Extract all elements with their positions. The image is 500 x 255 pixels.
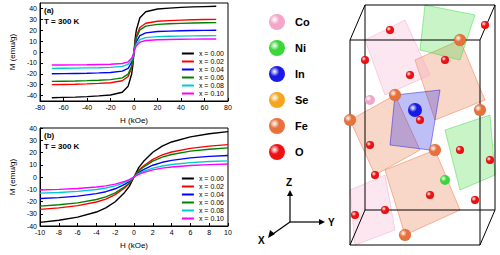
- svg-text:30: 30: [29, 137, 37, 144]
- svg-text:Co: Co: [295, 16, 310, 28]
- svg-text:x = 0.04: x = 0.04: [199, 66, 224, 73]
- svg-text:-40: -40: [27, 92, 37, 99]
- svg-text:0: 0: [33, 174, 37, 181]
- svg-text:6: 6: [188, 229, 192, 236]
- svg-text:-20: -20: [105, 104, 115, 111]
- svg-text:40: 40: [29, 125, 37, 132]
- svg-text:60: 60: [201, 104, 209, 111]
- svg-text:T = 300 K: T = 300 K: [44, 17, 80, 26]
- svg-text:40: 40: [29, 5, 37, 12]
- svg-text:-30: -30: [27, 210, 37, 217]
- svg-text:-30: -30: [27, 81, 37, 88]
- svg-text:-80: -80: [35, 104, 45, 111]
- svg-text:-60: -60: [58, 104, 68, 111]
- svg-text:-10: -10: [27, 186, 37, 193]
- svg-text:20: 20: [154, 104, 162, 111]
- svg-text:-6: -6: [74, 229, 80, 236]
- svg-text:-40: -40: [26, 222, 37, 230]
- svg-text:H (kOe): H (kOe): [120, 241, 148, 250]
- svg-text:Se: Se: [295, 94, 308, 106]
- svg-text:x = 0.00: x = 0.00: [199, 175, 224, 182]
- svg-text:10: 10: [224, 229, 232, 236]
- svg-text:x = 0.08: x = 0.08: [199, 207, 224, 214]
- svg-text:x = 0.02: x = 0.02: [199, 183, 224, 190]
- svg-text:-20: -20: [27, 198, 37, 205]
- svg-text:O: O: [295, 146, 304, 158]
- svg-text:0: 0: [132, 104, 136, 111]
- svg-text:-10: -10: [35, 229, 45, 236]
- svg-text:-8: -8: [56, 229, 62, 236]
- svg-text:-2: -2: [112, 229, 118, 236]
- svg-text:30: 30: [29, 16, 37, 23]
- svg-text:20: 20: [29, 149, 37, 156]
- svg-text:M (emu/g): M (emu/g): [8, 33, 17, 70]
- svg-text:0: 0: [33, 49, 37, 56]
- svg-text:-4: -4: [93, 229, 99, 236]
- svg-text:8: 8: [207, 229, 211, 236]
- svg-text:x = 0.10: x = 0.10: [199, 215, 224, 222]
- svg-text:-20: -20: [27, 70, 37, 77]
- svg-text:40: 40: [177, 104, 185, 111]
- svg-text:80: 80: [224, 104, 232, 111]
- svg-text:M (emu/g): M (emu/g): [8, 158, 17, 195]
- svg-text:2: 2: [151, 229, 155, 236]
- svg-text:Y: Y: [328, 217, 335, 228]
- svg-text:4: 4: [170, 229, 174, 236]
- svg-text:(a): (a): [44, 6, 54, 15]
- svg-text:T = 300 K: T = 300 K: [44, 142, 80, 151]
- svg-text:H (kOe): H (kOe): [120, 116, 148, 125]
- svg-text:X: X: [258, 235, 265, 246]
- svg-text:20: 20: [29, 27, 37, 34]
- svg-text:x = 0.08: x = 0.08: [199, 82, 224, 89]
- svg-text:-40: -40: [82, 104, 92, 111]
- svg-text:10: 10: [29, 161, 37, 168]
- svg-text:x = 0.06: x = 0.06: [199, 74, 224, 81]
- svg-text:Fe: Fe: [295, 120, 308, 132]
- svg-text:(b): (b): [44, 131, 55, 140]
- svg-text:x = 0.10: x = 0.10: [199, 90, 224, 97]
- svg-text:10: 10: [29, 38, 37, 45]
- svg-text:Z: Z: [286, 177, 292, 188]
- svg-text:0: 0: [132, 229, 136, 236]
- svg-text:Ni: Ni: [295, 42, 306, 54]
- svg-text:x = 0.04: x = 0.04: [199, 191, 224, 198]
- svg-text:x = 0.00: x = 0.00: [199, 50, 224, 57]
- svg-text:x = 0.06: x = 0.06: [199, 199, 224, 206]
- svg-text:x = 0.02: x = 0.02: [199, 58, 224, 65]
- svg-text:In: In: [295, 68, 305, 80]
- svg-text:-10: -10: [27, 59, 37, 66]
